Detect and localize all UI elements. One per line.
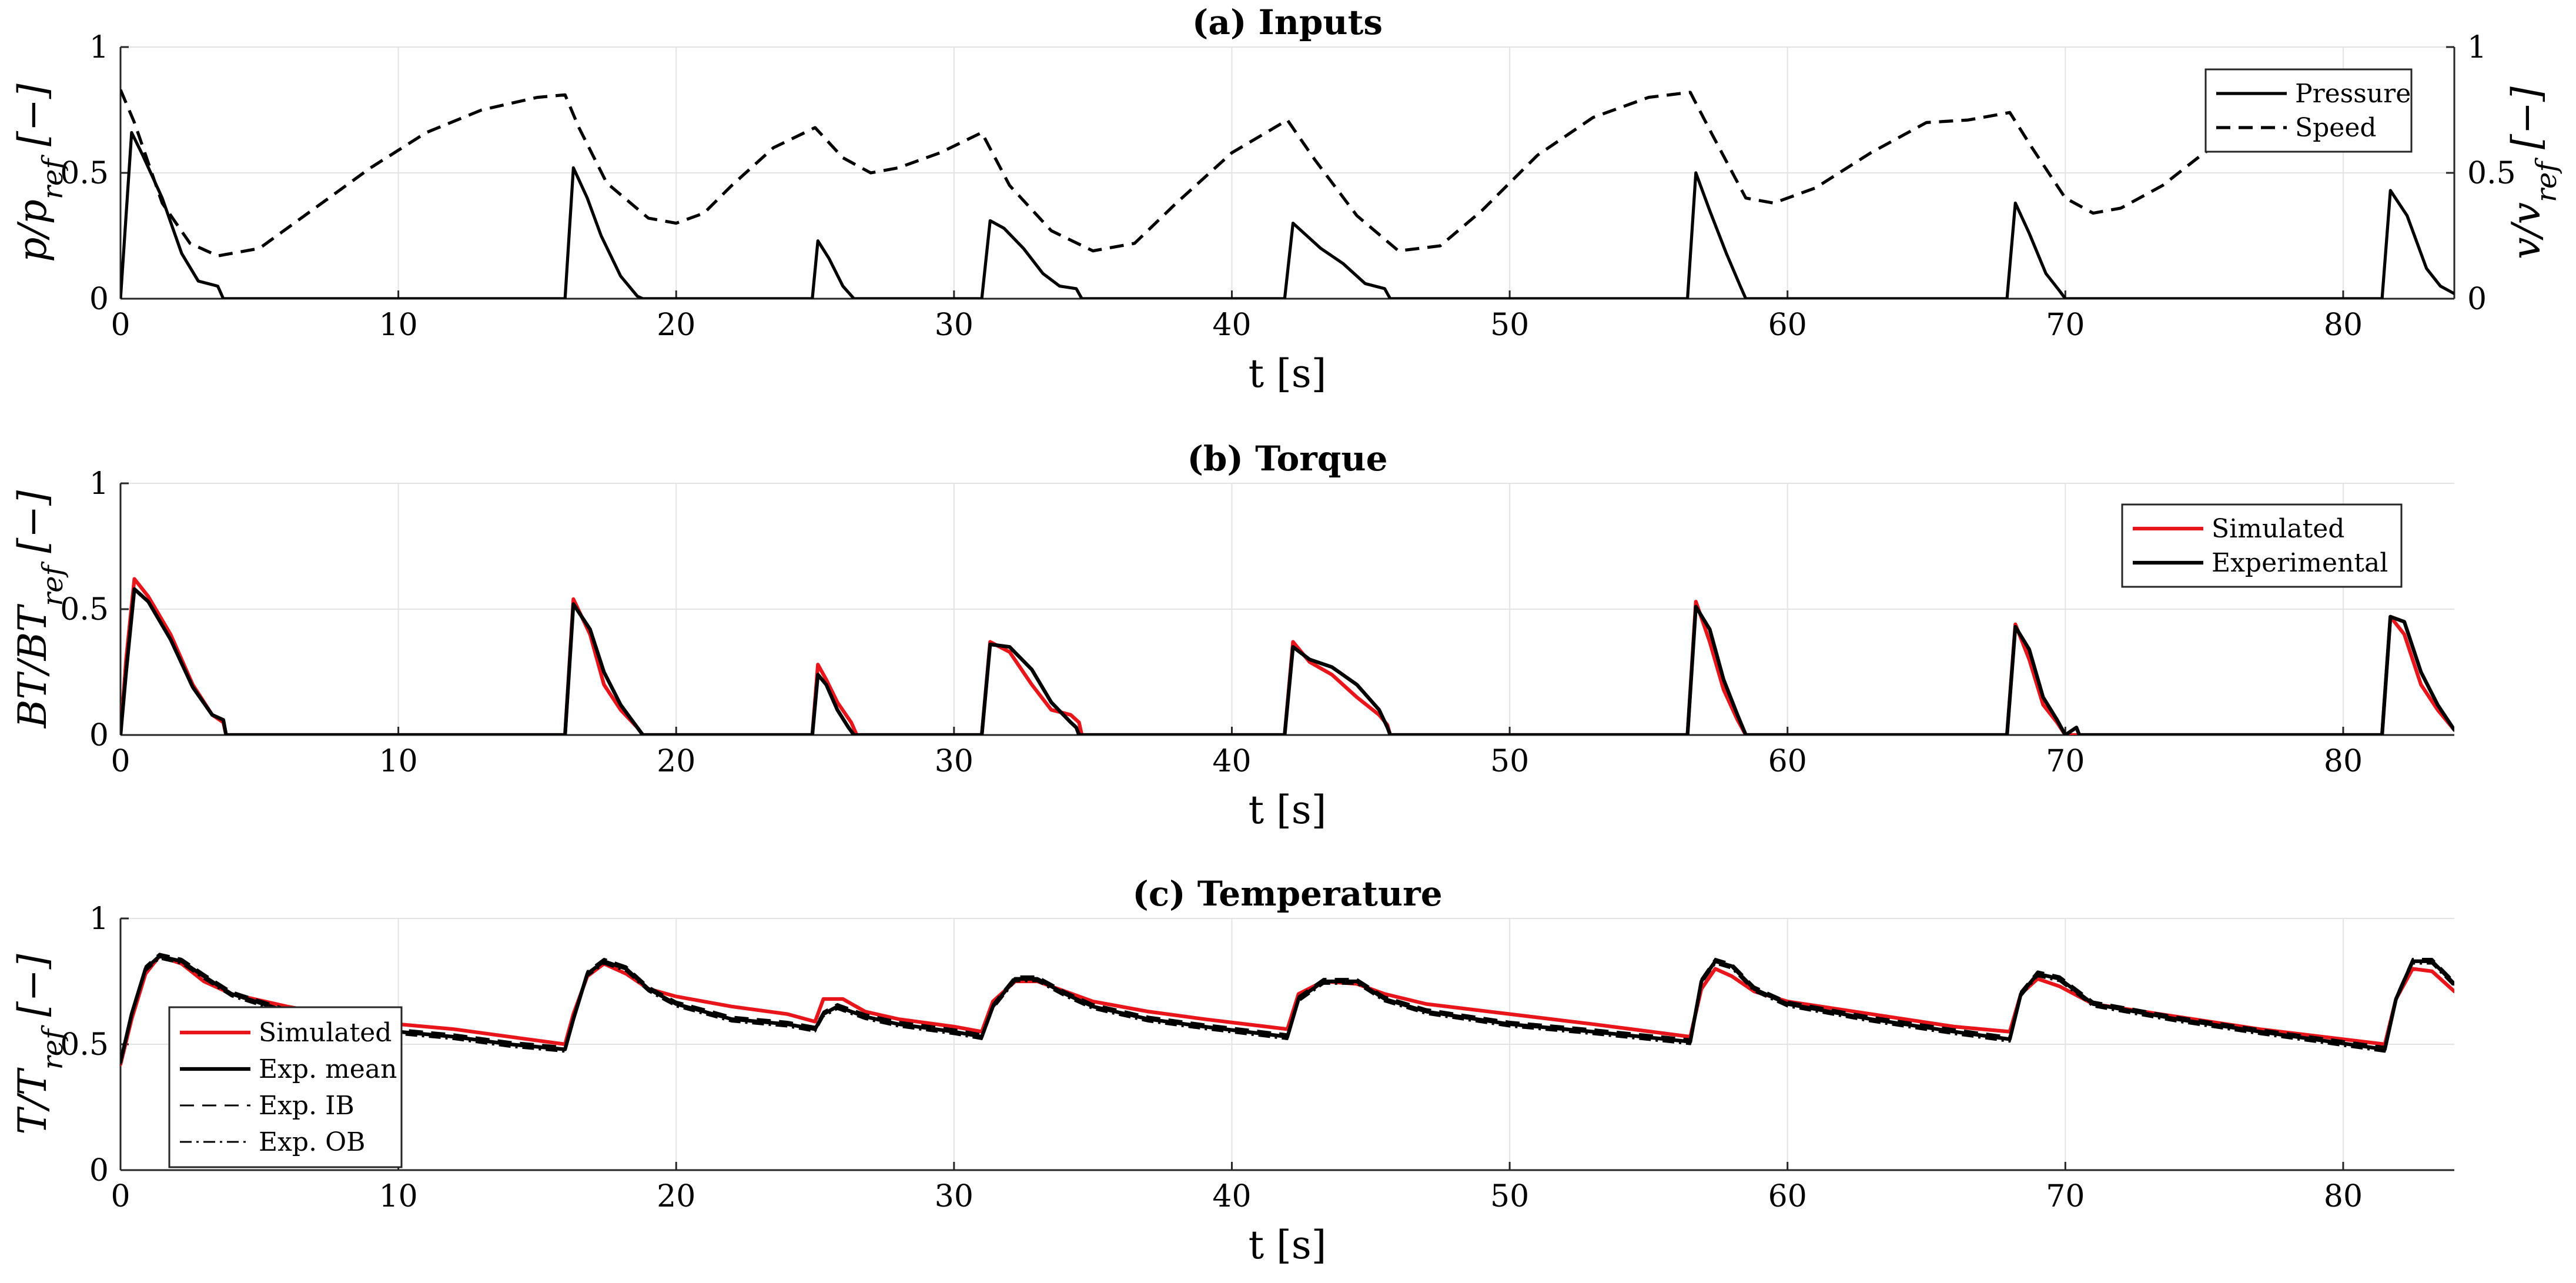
legend-label: Exp. OB xyxy=(259,1127,365,1157)
y-tick-label: 0.5 xyxy=(60,156,109,191)
chart-title: (b) Torque xyxy=(1187,439,1387,479)
legend: Pressure Speed xyxy=(2204,68,2413,153)
y-right-tick-label: 1 xyxy=(2467,30,2487,65)
x-tick-label: 10 xyxy=(379,308,418,343)
x-tick-label: 80 xyxy=(2324,1179,2363,1214)
x-tick-label: 70 xyxy=(2046,308,2085,343)
series-line-exp-ib xyxy=(121,953,2454,1060)
legend: Simulated Exp. mean Exp. IB Exp. OB xyxy=(168,1006,403,1168)
x-tick-label: 70 xyxy=(2046,1179,2085,1214)
legend-box xyxy=(168,1006,403,1168)
series-line-pressure xyxy=(121,131,2454,299)
series-line-exp-ob xyxy=(121,957,2454,1065)
y-tick-label: 1 xyxy=(89,466,109,502)
y-tick-label: 1 xyxy=(89,30,109,65)
x-tick-label: 60 xyxy=(1768,744,1807,779)
series-line-speed xyxy=(121,89,2247,258)
legend-label: Simulated xyxy=(2212,514,2344,544)
legend-label: Exp. IB xyxy=(259,1091,354,1121)
x-tick-label: 40 xyxy=(1212,308,1251,343)
legend-box xyxy=(2121,503,2403,588)
panel-c: 0 10 20 30 40 50 60 70 80 0 0.5 1 (c) Temperature t [… xyxy=(10,874,2454,1268)
y-right-tick-label: 0.5 xyxy=(2467,156,2516,191)
x-tick-label: 80 xyxy=(2324,308,2363,343)
legend: Simulated Experimental xyxy=(2121,503,2403,588)
x-tick-label: 30 xyxy=(935,1179,973,1214)
y-tick-label: 1 xyxy=(89,901,109,937)
x-tick-label: 20 xyxy=(657,308,695,343)
x-tick-label: 20 xyxy=(657,1179,695,1214)
x-tick-label: 80 xyxy=(2324,744,2363,779)
x-tick-label: 50 xyxy=(1490,1179,1529,1214)
y-right-tick-label: 0 xyxy=(2467,282,2487,317)
x-tick-label: 70 xyxy=(2046,744,2085,779)
chart-title: (a) Inputs xyxy=(1192,2,1383,42)
series-line-experimental xyxy=(121,587,2454,735)
x-tick-label: 40 xyxy=(1212,744,1251,779)
x-tick-label: 0 xyxy=(111,1179,130,1214)
x-tick-label: 10 xyxy=(379,744,418,779)
x-tick-label: 60 xyxy=(1768,1179,1807,1214)
y-tick-label: 0.5 xyxy=(60,592,109,627)
x-tick-label: 0 xyxy=(111,308,130,343)
y-tick-label: 0 xyxy=(89,282,109,317)
y-axis-label: T/Tref [−] xyxy=(10,954,69,1134)
legend-label: Simulated xyxy=(259,1018,392,1048)
series-group xyxy=(121,89,2454,299)
x-tick-label: 60 xyxy=(1768,308,1807,343)
x-tick-label: 0 xyxy=(111,744,130,779)
legend-label: Experimental xyxy=(2212,548,2388,578)
x-axis-label: t [s] xyxy=(1249,1222,1327,1268)
x-tick-label: 40 xyxy=(1212,1179,1251,1214)
x-tick-label: 20 xyxy=(657,744,695,779)
panel-b: 0 10 20 30 40 50 60 70 80 0 0.5 1 (b) Torque t [s] BT/… xyxy=(10,439,2454,833)
y-axis-right-label: v/vref [−] xyxy=(2504,86,2563,259)
x-axis-label: t [s] xyxy=(1249,787,1327,833)
series-group xyxy=(121,953,2454,1067)
legend-label: Speed xyxy=(2295,113,2377,143)
x-tick-label: 30 xyxy=(935,308,973,343)
x-tick-label: 10 xyxy=(379,1179,418,1214)
legend-label: Exp. mean xyxy=(259,1054,397,1084)
y-tick-label: 0.5 xyxy=(60,1027,109,1063)
y-axis-label: p/pref [−] xyxy=(10,83,69,262)
series-group xyxy=(121,577,2454,735)
y-tick-label: 0 xyxy=(89,1153,109,1188)
chart-title: (c) Temperature xyxy=(1132,874,1442,914)
x-axis-label: t [s] xyxy=(1249,351,1327,396)
x-tick-label: 50 xyxy=(1490,744,1529,779)
y-tick-label: 0 xyxy=(89,718,109,753)
x-tick-label: 50 xyxy=(1490,308,1529,343)
legend-box xyxy=(2204,68,2413,153)
legend-label: Pressure xyxy=(2295,79,2411,109)
x-tick-label: 30 xyxy=(935,744,973,779)
y-axis-label: BT/BTref [−] xyxy=(10,490,69,729)
